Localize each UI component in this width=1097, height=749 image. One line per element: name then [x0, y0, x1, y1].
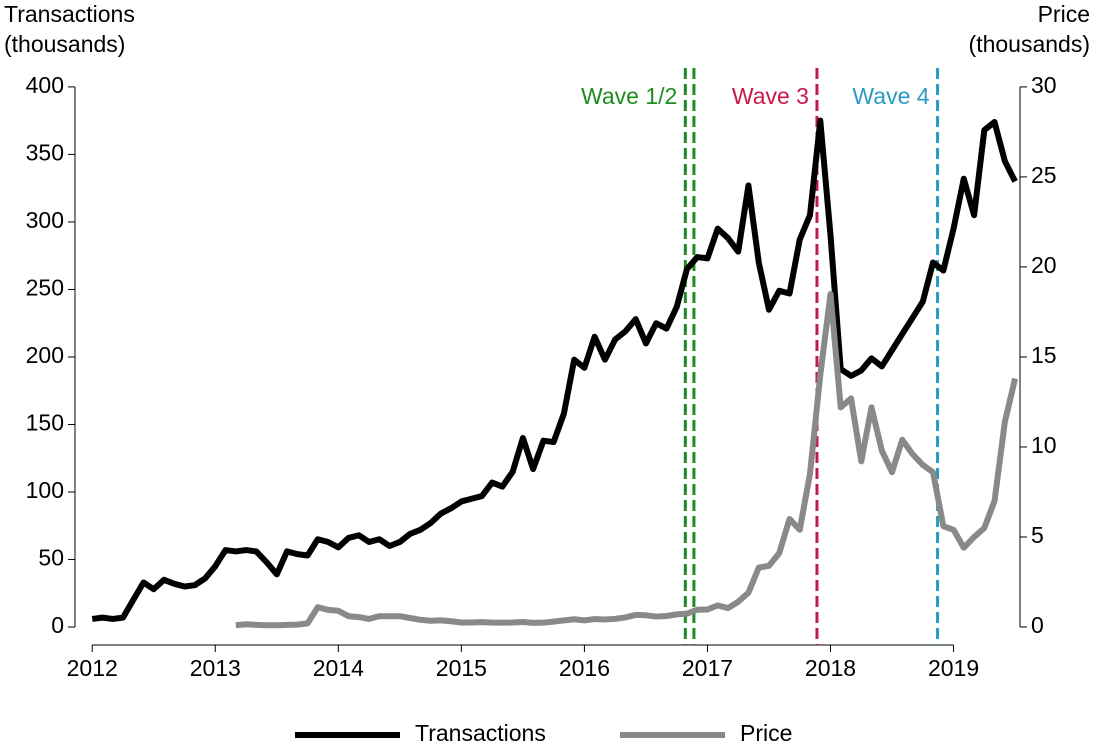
y2-tick-label: 5	[1031, 522, 1044, 548]
series-line	[91, 117, 1018, 622]
y2-tick-label: 0	[1031, 612, 1044, 638]
wave-label: Wave 1/2	[581, 83, 677, 109]
y-tick-label: 50	[38, 545, 64, 571]
y-tick-label: 0	[51, 612, 64, 638]
y2-tick-label: 25	[1031, 162, 1057, 188]
y-tick-label: 200	[26, 342, 64, 368]
y-tick-label: 250	[26, 275, 64, 301]
y-axis-label: (thousands)	[4, 31, 125, 57]
x-tick-label: 2012	[67, 655, 118, 681]
x-tick-label: 2019	[928, 655, 979, 681]
y-tick-label: 150	[26, 410, 64, 436]
y-tick-label: 100	[26, 477, 64, 503]
legend-label: Price	[740, 720, 792, 746]
wave-label: Wave 4	[852, 83, 929, 109]
x-tick-label: 2014	[313, 655, 364, 681]
y2-tick-label: 30	[1031, 72, 1057, 98]
y-tick-label: 300	[26, 207, 64, 233]
y-tick-label: 400	[26, 72, 64, 98]
x-tick-label: 2018	[805, 655, 856, 681]
y2-axis-label: (thousands)	[969, 31, 1090, 57]
x-tick-label: 2015	[436, 655, 487, 681]
series-line	[235, 290, 1018, 629]
y2-tick-label: 15	[1031, 342, 1057, 368]
legend-label: Transactions	[415, 720, 546, 746]
y2-axis-label: Price	[1038, 1, 1090, 27]
y-axis-label: Transactions	[4, 1, 135, 27]
y2-tick-label: 10	[1031, 432, 1057, 458]
x-tick-label: 2013	[190, 655, 241, 681]
x-tick-label: 2017	[682, 655, 733, 681]
x-tick-label: 2016	[559, 655, 610, 681]
y2-tick-label: 20	[1031, 252, 1057, 278]
wave-label: Wave 3	[732, 83, 809, 109]
y-tick-label: 350	[26, 139, 64, 165]
